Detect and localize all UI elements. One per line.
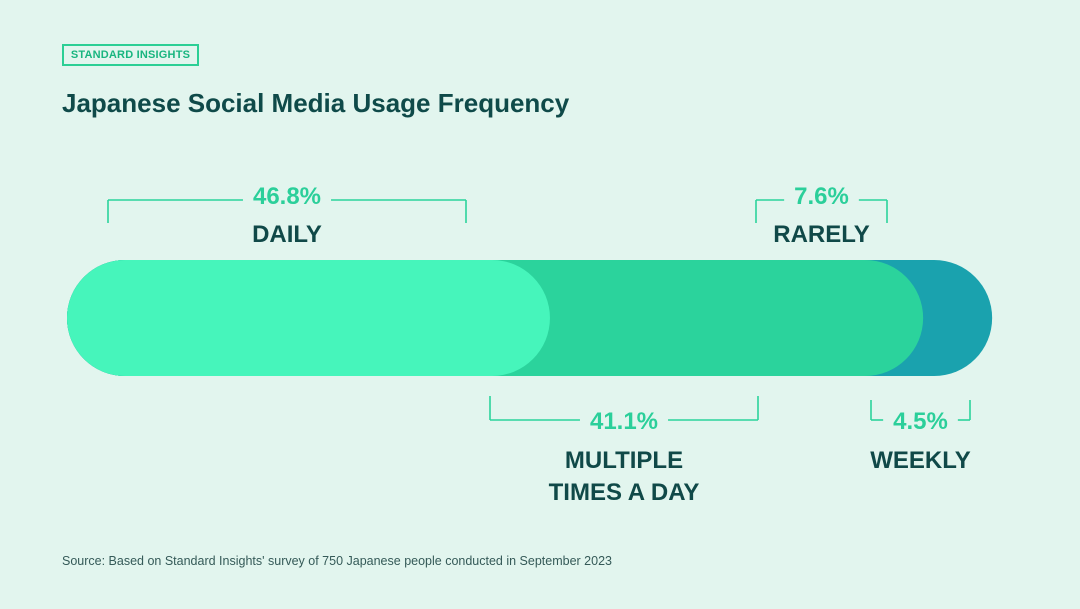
value-label-daily: 46.8%: [253, 183, 321, 210]
bar-segment-daily: [67, 260, 550, 376]
category-label-multiple-times-a-day: MULTIPLE: [565, 447, 683, 474]
value-label-rarely: 7.6%: [794, 183, 849, 210]
category-label-multiple-times-a-day: TIMES A DAY: [549, 479, 700, 506]
category-label-daily: DAILY: [252, 221, 322, 248]
source-note: Source: Based on Standard Insights' surv…: [62, 554, 612, 568]
category-label-rarely: RARELY: [773, 221, 869, 248]
brand-badge: STANDARD INSIGHTS: [62, 44, 199, 66]
value-label-multiple-times-a-day: 41.1%: [590, 408, 658, 435]
category-label-weekly: WEEKLY: [870, 447, 970, 474]
value-label-weekly: 4.5%: [893, 408, 948, 435]
chart-title: Japanese Social Media Usage Frequency: [62, 88, 570, 118]
